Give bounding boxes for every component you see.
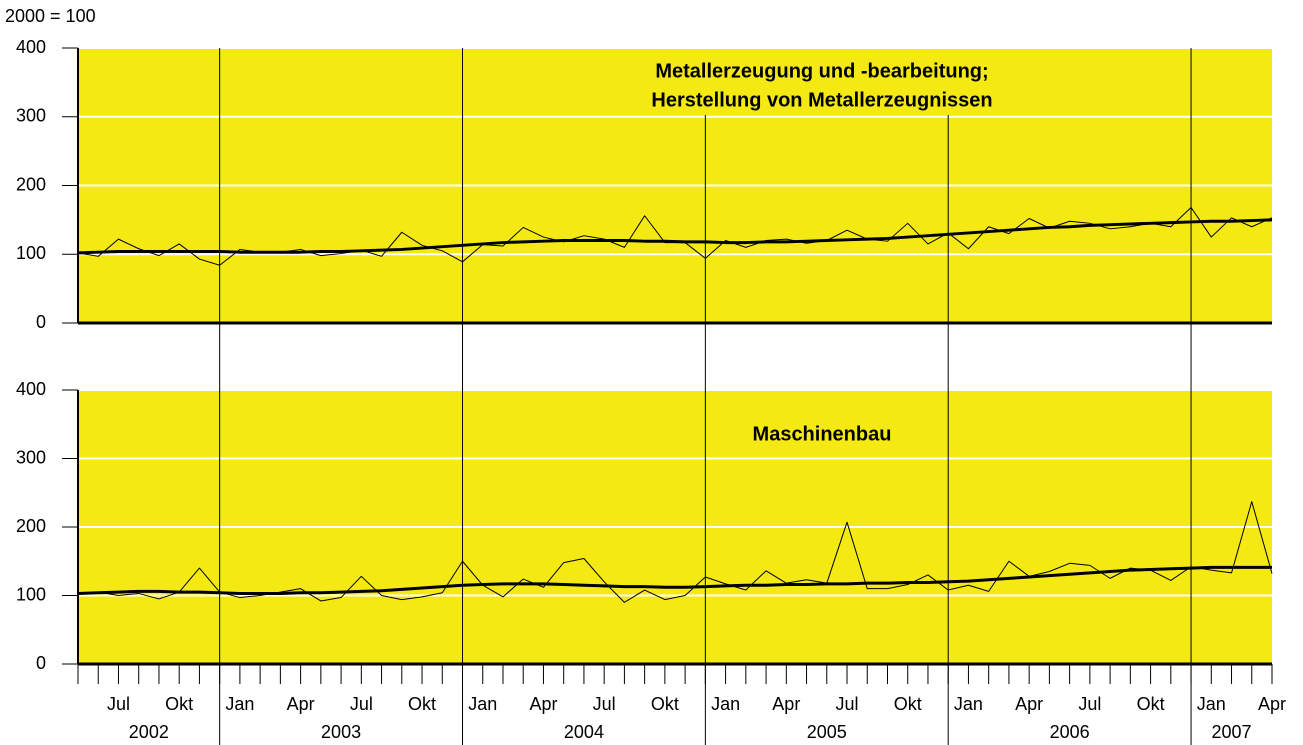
x-tick-label: Jan (468, 694, 497, 714)
year-label: 2007 (1212, 722, 1252, 742)
x-tick-label: Jan (711, 694, 740, 714)
year-label: 2002 (129, 722, 169, 742)
x-tick-label: Okt (408, 694, 436, 714)
x-tick-label: Okt (894, 694, 922, 714)
x-tick-label: Apr (529, 694, 557, 714)
x-tick-label: Jan (225, 694, 254, 714)
panel-title: Herstellung von Metallerzeugnissen (651, 89, 992, 111)
x-tick-label: Okt (1137, 694, 1165, 714)
y-tick-label: 100 (16, 584, 46, 604)
y-tick-label: 300 (16, 447, 46, 467)
x-tick-label: Apr (772, 694, 800, 714)
y-tick-label: 200 (16, 516, 46, 536)
y-tick-label: 100 (16, 243, 46, 263)
series-line (77, 565, 1272, 595)
x-tick-label: Apr (287, 694, 315, 714)
x-tick-label: Jan (954, 694, 983, 714)
year-label: 2006 (1050, 722, 1090, 742)
x-tick-label: Jul (836, 694, 859, 714)
x-tick-label: Apr (1015, 694, 1043, 714)
series-line (77, 218, 1273, 255)
y-tick-label: 0 (36, 653, 46, 673)
panel-title: Maschinenbau (753, 423, 892, 445)
y-tick-label: 400 (16, 379, 46, 399)
year-label: 2003 (321, 722, 361, 742)
x-tick-label: Jul (350, 694, 373, 714)
y-tick-label: 0 (36, 312, 46, 332)
x-tick-label: Jan (1197, 694, 1226, 714)
year-label: 2005 (807, 722, 847, 742)
y-tick-label: 400 (16, 37, 46, 57)
x-tick-label: Okt (165, 694, 193, 714)
x-tick-label: Jul (107, 694, 130, 714)
year-label: 2004 (564, 722, 604, 742)
y-tick-label: 200 (16, 174, 46, 194)
y-tick-label: 300 (16, 106, 46, 126)
x-tick-label: Okt (651, 694, 679, 714)
panel-title: Metallerzeugung und -bearbeitung; (655, 60, 988, 82)
x-tick-label: Apr (1258, 694, 1286, 714)
x-tick-label: Jul (593, 694, 616, 714)
unit-label: 2000 = 100 (5, 6, 96, 26)
x-tick-label: Jul (1078, 694, 1101, 714)
